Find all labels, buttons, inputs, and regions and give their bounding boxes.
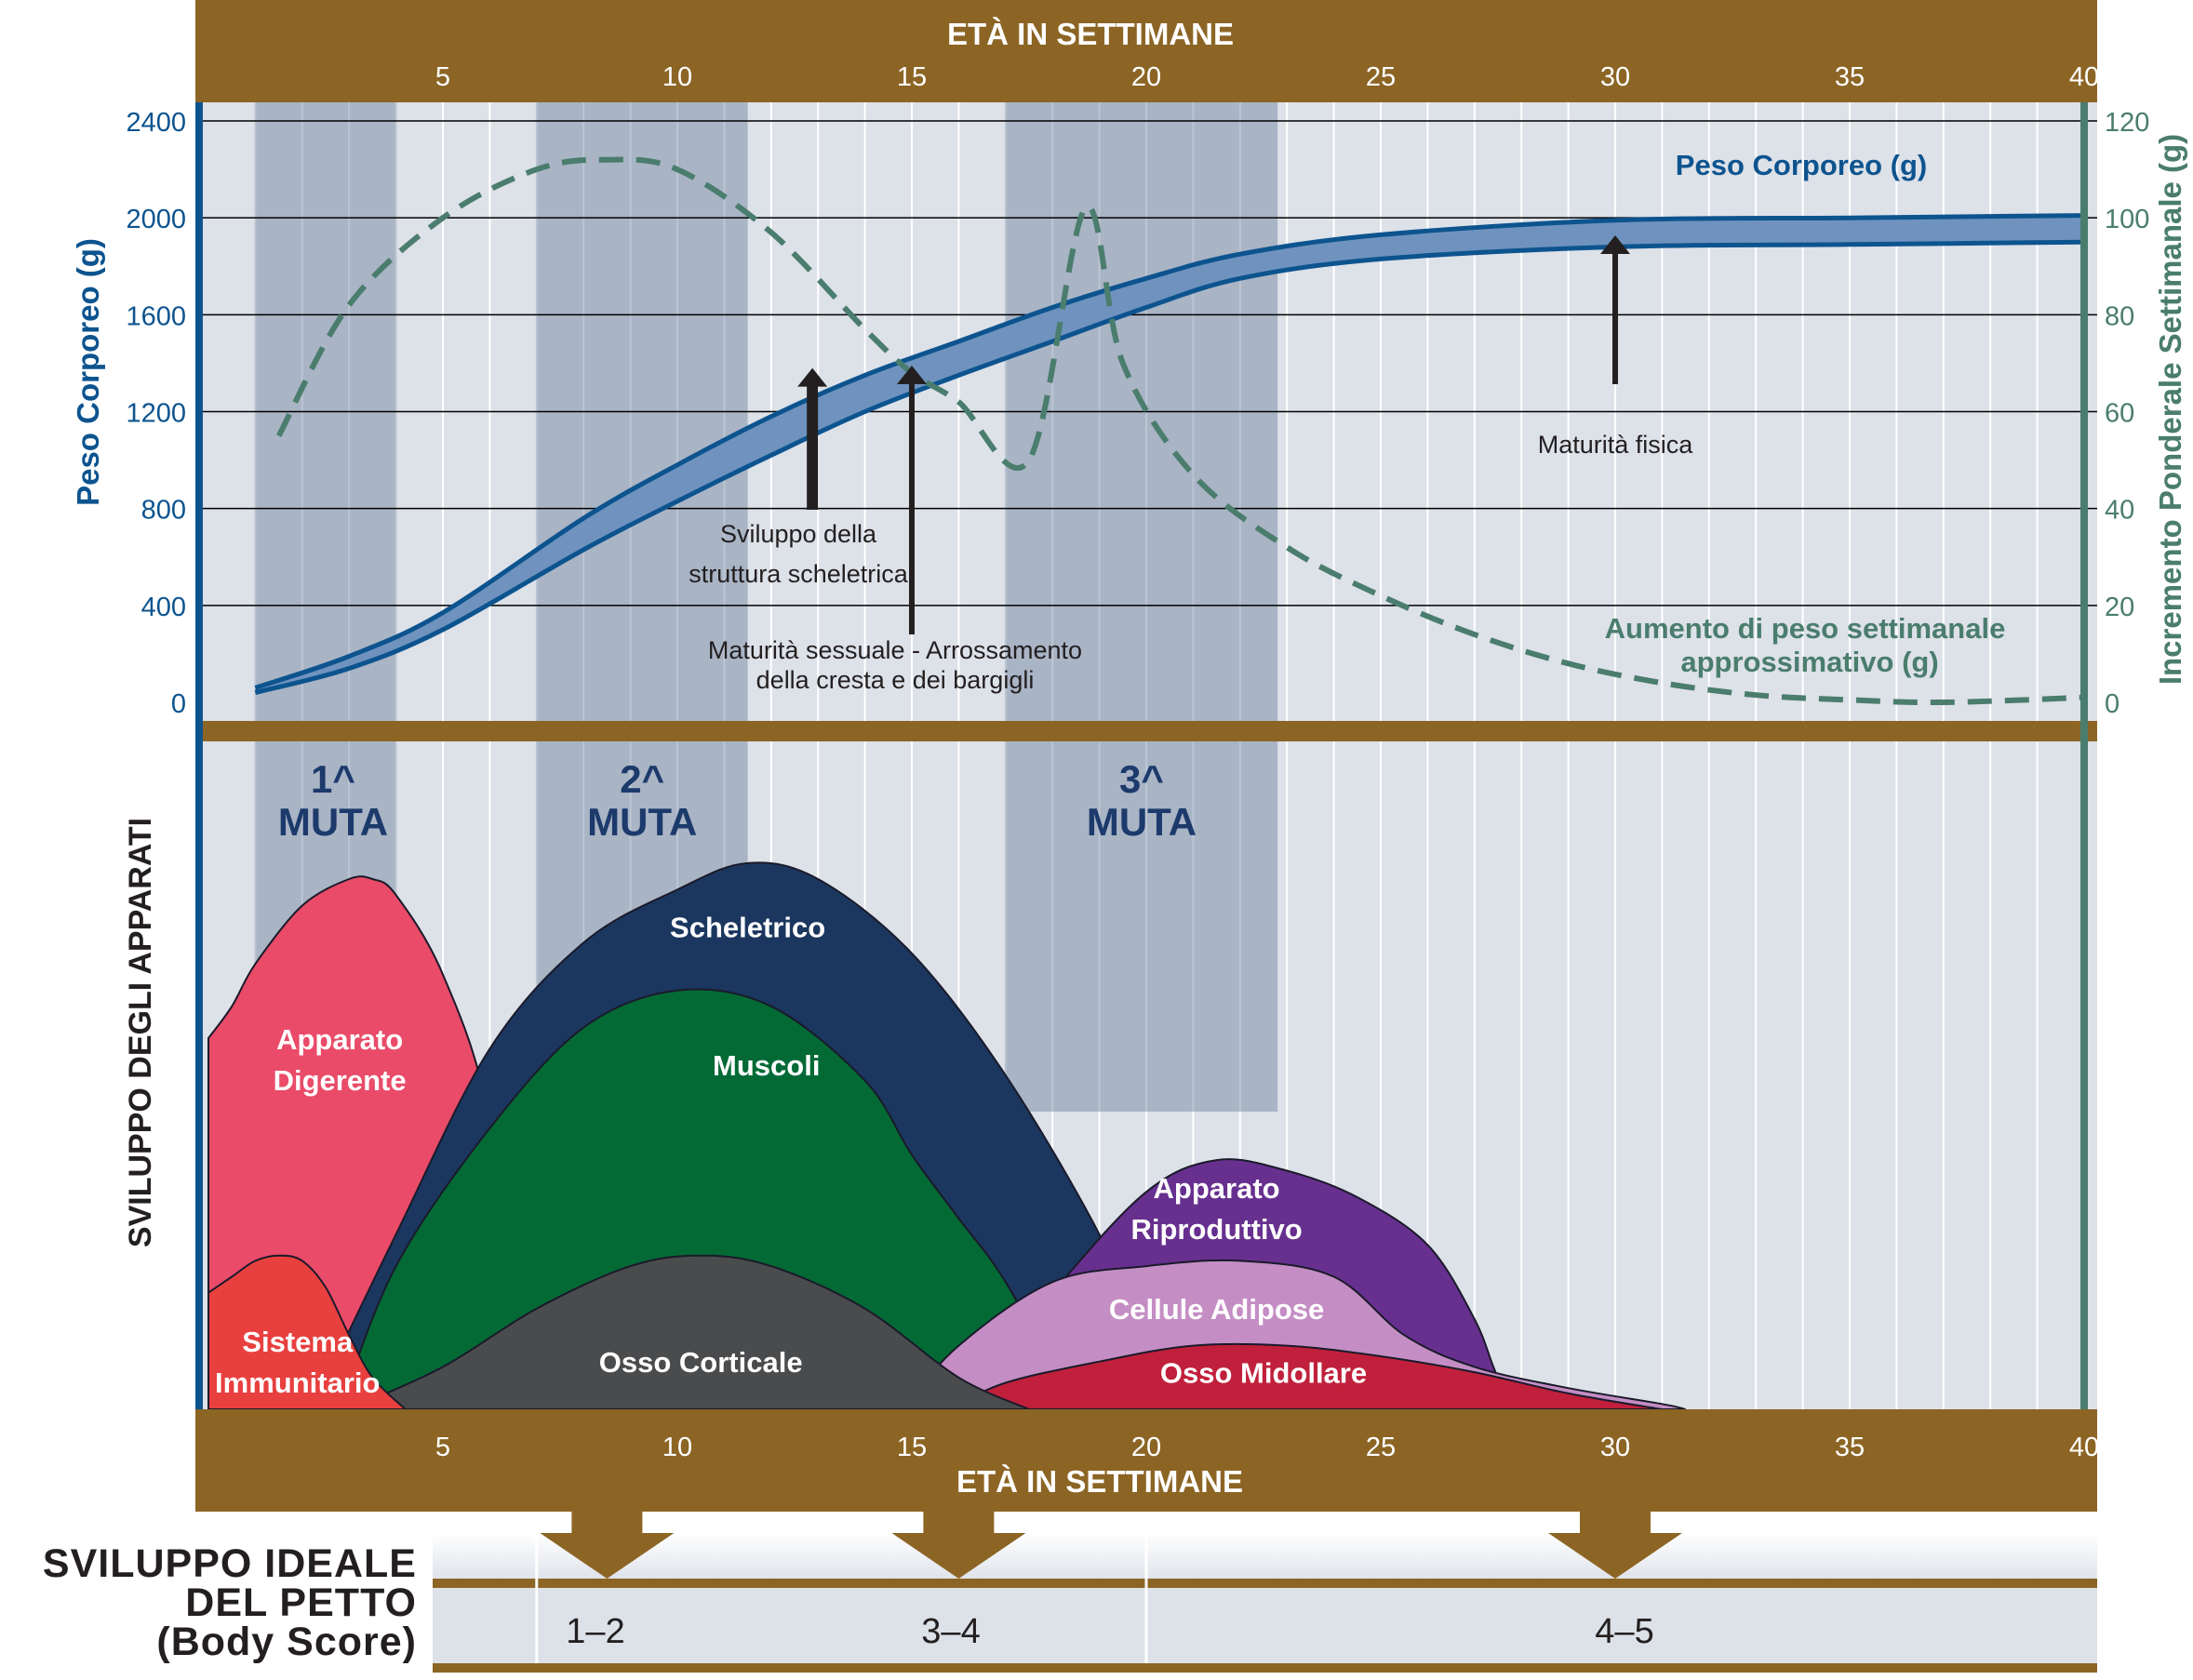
bottom-axis-band bbox=[195, 1409, 2097, 1512]
bottom-x-tick-label: 30 bbox=[1600, 1433, 1630, 1462]
right-axis-title: Incremento Ponderale Settimanale (g) bbox=[2153, 134, 2187, 685]
body-score-header bbox=[433, 1533, 2097, 1580]
right-y-tick-label: 120 bbox=[2105, 108, 2149, 138]
left-y-tick-label: 2000 bbox=[126, 205, 186, 234]
body-score-title: DEL PETTO bbox=[185, 1580, 417, 1625]
right-y-tick-label: 60 bbox=[2105, 399, 2134, 429]
top-axis-title: ETÀ IN SETTIMANE bbox=[947, 17, 1234, 51]
middle-divider-band bbox=[195, 721, 2097, 741]
annotation-text: della cresta e dei bargigli bbox=[756, 666, 1035, 694]
area-label: Riproduttivo bbox=[1130, 1213, 1302, 1246]
left-y-tick-label: 1600 bbox=[126, 301, 186, 331]
body-score-top-rule bbox=[433, 1579, 2097, 1588]
right-axis-rule bbox=[2080, 102, 2088, 1409]
molt-number: 2^ bbox=[620, 757, 664, 801]
right-y-tick-label: 80 bbox=[2105, 301, 2134, 331]
molt-label: MUTA bbox=[1087, 800, 1197, 844]
annotation-text: Sviluppo della bbox=[720, 520, 877, 548]
area-label: Scheletrico bbox=[670, 912, 825, 944]
weight-upper-line bbox=[254, 213, 2085, 690]
top-x-tick-label: 10 bbox=[662, 62, 692, 92]
body-score-title: (Body Score) bbox=[156, 1620, 417, 1664]
body-score-row bbox=[433, 1587, 2097, 1663]
top-x-tick-label: 40 bbox=[2069, 62, 2099, 92]
annotation-3: Maturità fisica bbox=[1538, 235, 1694, 459]
area-muscoli bbox=[338, 988, 1078, 1410]
gain-series-label: Aumento di peso settimanale bbox=[1605, 612, 2006, 645]
body-score-arrow bbox=[540, 1512, 675, 1579]
left-y-tick-label: 0 bbox=[171, 689, 186, 719]
area-sistema-immunitario bbox=[207, 1254, 408, 1410]
area-label: Apparato bbox=[276, 1023, 403, 1056]
top-x-tick-label: 5 bbox=[435, 62, 450, 92]
area-label: Osso Corticale bbox=[599, 1346, 803, 1379]
annotation-text: Maturità fisica bbox=[1538, 431, 1694, 459]
area-label: Apparato bbox=[1154, 1172, 1280, 1205]
body-score-arrow bbox=[891, 1512, 1026, 1579]
body-score-arrow bbox=[1548, 1512, 1682, 1579]
left-y-tick-label: 800 bbox=[141, 496, 186, 526]
body-score-title: SVILUPPO IDEALE bbox=[43, 1541, 417, 1586]
bottom-x-tick-label: 40 bbox=[2069, 1433, 2099, 1462]
bottom-axis-title: ETÀ IN SETTIMANE bbox=[956, 1464, 1243, 1499]
top-x-tick-label: 25 bbox=[1366, 62, 1396, 92]
annotation-arrow-head bbox=[1600, 235, 1630, 254]
bottom-x-tick-label: 5 bbox=[435, 1433, 450, 1462]
left-y-tick-label: 1200 bbox=[126, 399, 186, 429]
annotation-arrow-head bbox=[897, 366, 927, 385]
body-score-value: 3–4 bbox=[921, 1612, 980, 1651]
top-x-tick-label: 15 bbox=[897, 62, 927, 92]
top-x-tick-label: 35 bbox=[1835, 62, 1865, 92]
weight-series-label: Peso Corporeo (g) bbox=[1676, 149, 1927, 181]
bottom-x-tick-label: 10 bbox=[662, 1433, 692, 1462]
gain-series-label: approssimativo (g) bbox=[1680, 646, 1938, 678]
weight-gridlines bbox=[195, 120, 2097, 607]
area-label: Osso Midollare bbox=[1160, 1357, 1367, 1390]
molt-number: 3^ bbox=[1119, 757, 1164, 801]
top-x-tick-label: 30 bbox=[1600, 62, 1630, 92]
annotation-arrow-head bbox=[797, 367, 828, 387]
annotation-1: Sviluppo della struttura scheletrica bbox=[689, 367, 909, 588]
development-areas: Apparato Digerente Scheletrico Muscoli Appar… bbox=[207, 861, 1686, 1410]
body-score-bottom-rule bbox=[433, 1663, 2097, 1673]
annotation-text: struttura scheletrica bbox=[689, 560, 909, 588]
body-score-value: 4–5 bbox=[1595, 1612, 1653, 1651]
area-osso-midollare bbox=[948, 1342, 1663, 1410]
weight-lower-line bbox=[254, 239, 2085, 696]
bottom-x-tick-label: 35 bbox=[1835, 1433, 1865, 1462]
area-label: Immunitario bbox=[215, 1367, 380, 1399]
right-y-tick-label: 40 bbox=[2105, 496, 2134, 526]
area-label: Muscoli bbox=[713, 1049, 820, 1082]
top-axis-band bbox=[195, 0, 2097, 102]
area-label: Cellule Adipose bbox=[1109, 1293, 1324, 1326]
bottom-x-tick-label: 20 bbox=[1131, 1433, 1161, 1462]
top-x-tick-label: 20 bbox=[1131, 62, 1161, 92]
annotation-text: Maturità sessuale - Arrossamento bbox=[708, 636, 1082, 664]
right-y-tick-label: 0 bbox=[2105, 689, 2119, 719]
left-y-tick-label: 400 bbox=[141, 593, 186, 622]
area-osso-corticale bbox=[348, 1254, 1030, 1410]
right-y-tick-label: 100 bbox=[2105, 205, 2149, 234]
bottom-x-tick-label: 25 bbox=[1366, 1433, 1396, 1462]
weekly-gain-line bbox=[275, 156, 2085, 706]
right-y-tick-label: 20 bbox=[2105, 593, 2134, 622]
body-score-value: 1–2 bbox=[566, 1612, 624, 1651]
molt-label: MUTA bbox=[587, 800, 697, 844]
area-label: Digerente bbox=[274, 1064, 407, 1097]
bottom-x-tick-label: 15 bbox=[897, 1433, 927, 1462]
left-y-tick-label: 2400 bbox=[126, 108, 186, 138]
molt-number: 1^ bbox=[311, 757, 355, 801]
molt-label: MUTA bbox=[278, 800, 388, 844]
left-axis-rule bbox=[195, 102, 203, 1409]
development-axis-title: SVILUPPO DEGLI APPARATI bbox=[123, 818, 158, 1247]
area-label: Sistema bbox=[242, 1326, 354, 1358]
left-axis-title: Peso Corporeo (g) bbox=[71, 238, 105, 506]
